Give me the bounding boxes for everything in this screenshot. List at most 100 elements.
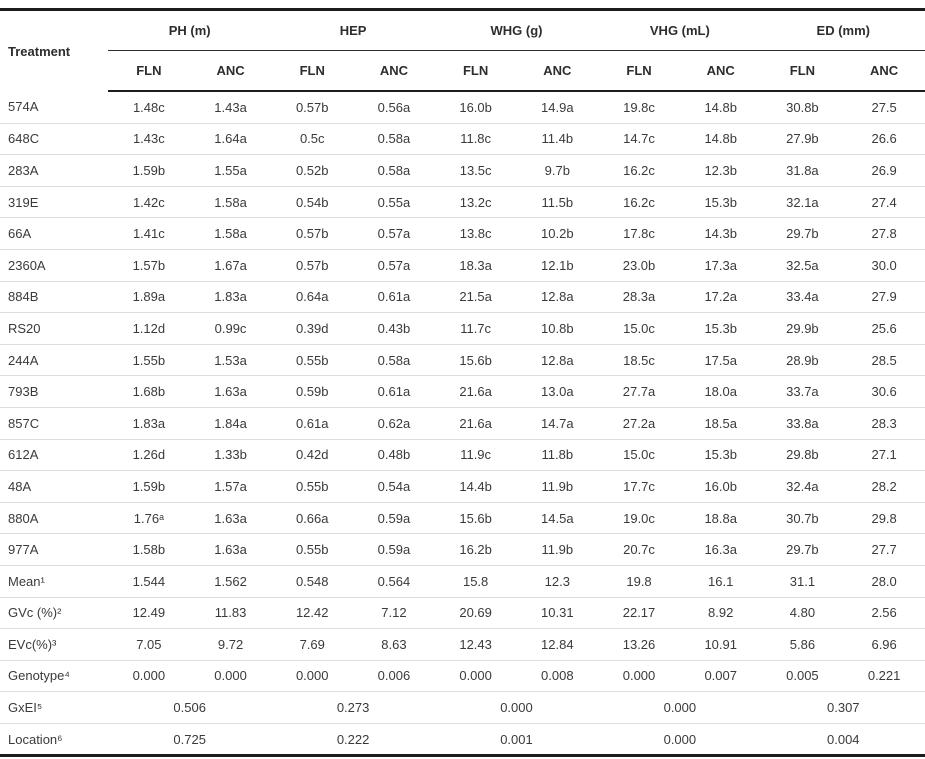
row-label: Mean¹ <box>0 565 108 598</box>
value-cell: 27.8 <box>843 217 925 250</box>
value-cell: 0.54a <box>353 470 435 503</box>
value-cell: 0.39d <box>271 312 354 345</box>
group-header-row: Treatment PH (m) HEP WHG (g) VHG (mL) ED… <box>0 9 925 59</box>
table-row: 793B 1.68b 1.63a 0.59b 0.61a 21.6a 13.0a 27.7a 1… <box>0 375 925 408</box>
row-label: 2360A <box>0 249 108 282</box>
value-cell: 17.5a <box>679 344 762 377</box>
value-cell: 10.31 <box>516 597 599 630</box>
value-cell: 21.5a <box>434 281 517 314</box>
value-cell: 13.2c <box>434 186 517 219</box>
value-cell: 31.1 <box>761 565 844 598</box>
row-label: EVc(%)³ <box>0 628 108 661</box>
value-cell: 12.3 <box>516 565 599 598</box>
value-cell: 0.000 <box>271 660 354 693</box>
value-cell: 15.3b <box>679 186 762 219</box>
value-cell: 27.5 <box>843 91 925 124</box>
value-cell-spanned: 0.307 <box>761 691 925 724</box>
value-cell: 32.5a <box>761 249 844 282</box>
value-cell: 1.55a <box>189 154 272 187</box>
value-cell: 28.2 <box>843 470 925 503</box>
table-row: 66A 1.41c 1.58a 0.57b 0.57a 13.8c 10.2b 17.8c 14… <box>0 217 925 250</box>
value-cell: 27.9 <box>843 281 925 314</box>
value-cell: 1.26d <box>108 439 190 472</box>
value-cell: 1.562 <box>189 565 272 598</box>
row-label: 66A <box>0 217 108 250</box>
group-header-whg: WHG (g) <box>434 9 599 51</box>
value-cell: 0.42d <box>271 439 354 472</box>
value-cell: 17.8c <box>598 217 680 250</box>
value-cell: 12.8a <box>516 344 599 377</box>
subheader-anc: ANC <box>843 50 925 92</box>
value-cell: 2.56 <box>843 597 925 630</box>
value-cell: 1.48c <box>108 91 190 124</box>
row-label: Location⁶ <box>8 731 63 747</box>
value-cell: 0.55b <box>271 344 354 377</box>
value-cell: 14.5a <box>516 502 599 535</box>
value-cell: 0.000 <box>434 660 517 693</box>
value-cell: 28.0 <box>843 565 925 598</box>
value-cell: 12.3b <box>679 154 762 187</box>
value-cell: 14.8b <box>679 123 762 156</box>
row-label: GVc (%)² <box>0 597 108 630</box>
value-cell: 0.61a <box>353 375 435 408</box>
table-row: 884B 1.89a 1.83a 0.64a 0.61a 21.5a 12.8a 28.3a 1… <box>0 281 925 314</box>
value-cell: 0.000 <box>598 660 680 693</box>
value-cell: 0.58a <box>353 154 435 187</box>
row-label: 612A <box>0 439 108 472</box>
value-cell: 19.8 <box>598 565 680 598</box>
value-cell: 11.83 <box>189 597 272 630</box>
value-cell-spanned: 0.725 <box>173 731 206 747</box>
value-cell: 0.000 <box>189 660 272 693</box>
value-cell: 18.5c <box>598 344 680 377</box>
value-cell: 16.1 <box>679 565 762 598</box>
value-cell: 0.54b <box>271 186 354 219</box>
value-cell: 7.69 <box>271 628 354 661</box>
value-cell: 15.3b <box>679 312 762 345</box>
table-row: 2360A 1.57b 1.67a 0.57b 0.57a 18.3a 12.1b 23.0b… <box>0 249 925 282</box>
row-label: 574A <box>0 91 108 124</box>
value-cell: 1.43a <box>189 91 272 124</box>
value-cell: 4.80 <box>761 597 844 630</box>
value-cell: 0.57a <box>353 249 435 282</box>
table-row: 574A 1.48c 1.43a 0.57b 0.56a 16.0b 14.9a 19.8c 1… <box>0 91 925 124</box>
value-cell: 0.55b <box>271 470 354 503</box>
value-cell: 0.005 <box>761 660 844 693</box>
value-cell: 30.7b <box>761 502 844 535</box>
value-cell: 0.000 <box>108 660 190 693</box>
value-cell-spanned: 0.000 <box>598 691 762 724</box>
value-cell: 0.57b <box>271 249 354 282</box>
table-row: 880A 1.76ᵃ 1.63a 0.66a 0.59a 15.6b 14.5a 19.0c 1… <box>0 502 925 535</box>
value-cell: 19.0c <box>598 502 680 535</box>
row-label: 793B <box>0 375 108 408</box>
value-cell: 1.68b <box>108 375 190 408</box>
value-cell: 21.6a <box>434 407 517 440</box>
value-cell: 1.58a <box>189 186 272 219</box>
value-cell: 13.26 <box>598 628 680 661</box>
row-label: Genotype⁴ <box>0 660 108 693</box>
group-header-ed: ED (mm) <box>761 9 925 51</box>
value-cell: 26.6 <box>843 123 925 156</box>
value-cell: 0.52b <box>271 154 354 187</box>
table-row: 283A 1.59b 1.55a 0.52b 0.58a 13.5c 9.7b 16.2c 12… <box>0 154 925 187</box>
value-cell: 0.64a <box>271 281 354 314</box>
value-cell: 16.3a <box>679 533 762 566</box>
value-cell: 32.4a <box>761 470 844 503</box>
subheader-anc: ANC <box>353 50 435 92</box>
value-cell: 10.8b <box>516 312 599 345</box>
value-cell: 28.3a <box>598 281 680 314</box>
value-cell: 15.3b <box>679 439 762 472</box>
group-header-vhg: VHG (mL) <box>598 9 762 51</box>
value-cell: 20.69 <box>434 597 517 630</box>
value-cell: 8.92 <box>679 597 762 630</box>
value-cell: 6.96 <box>843 628 925 661</box>
value-cell: 28.3 <box>843 407 925 440</box>
row-label: 880A <box>0 502 108 535</box>
table-row: 319E 1.42c 1.58a 0.54b 0.55a 13.2c 11.5b 16.2c 1… <box>0 186 925 219</box>
value-cell: 9.72 <box>189 628 272 661</box>
value-cell: 21.6a <box>434 375 517 408</box>
row-label: 857C <box>0 407 108 440</box>
value-cell: 0.66a <box>271 502 354 535</box>
value-cell: 27.2a <box>598 407 680 440</box>
value-cell: 16.2b <box>434 533 517 566</box>
row-label: 884B <box>0 281 108 314</box>
